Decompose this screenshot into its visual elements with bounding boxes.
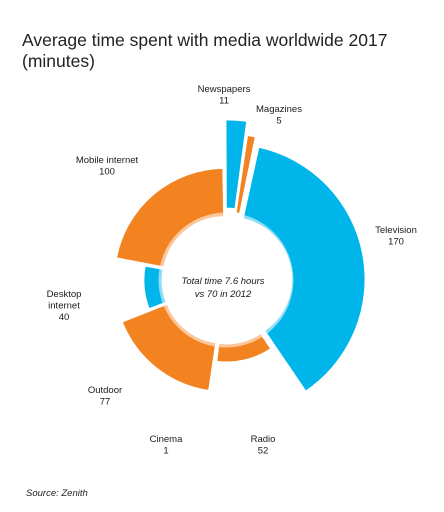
label-magazines: Magazines 5 bbox=[256, 104, 302, 127]
label-cinema: Cinema 1 bbox=[150, 434, 183, 457]
label-mobile-internet: Mobile internet 100 bbox=[76, 155, 139, 178]
slice-newspapers bbox=[225, 119, 248, 210]
label-television: Television 170 bbox=[375, 225, 417, 248]
chart-title: Average time spent with media worldwide … bbox=[22, 30, 388, 71]
label-outdoor: Outdoor 77 bbox=[88, 385, 122, 408]
center-text-line-1: Total time 7.6 hours bbox=[181, 276, 264, 287]
inner-hole bbox=[168, 222, 284, 338]
slice-labels-group: Television 170 Radio 52 Cinema 1 Outdoor 77 Desk… bbox=[47, 84, 417, 457]
label-radio: Radio 52 bbox=[251, 434, 276, 457]
source-note: Source: Zenith bbox=[26, 488, 88, 499]
slice-magazines bbox=[235, 135, 256, 214]
label-desktop-internet: Desktop internet 40 bbox=[47, 289, 82, 323]
inner-ring bbox=[158, 212, 294, 348]
center-text-line-2: vs 70 in 2012 bbox=[195, 289, 252, 300]
label-newspapers: Newspapers 11 bbox=[198, 84, 251, 107]
slices-group bbox=[116, 119, 366, 392]
